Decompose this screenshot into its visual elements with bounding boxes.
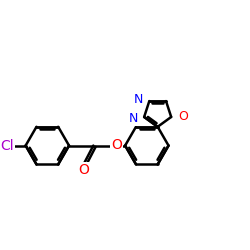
Text: O: O [78, 163, 90, 177]
Text: N: N [134, 93, 143, 106]
Text: O: O [112, 138, 122, 152]
Text: Cl: Cl [0, 138, 14, 152]
Text: O: O [178, 110, 188, 124]
Text: N: N [129, 112, 138, 125]
